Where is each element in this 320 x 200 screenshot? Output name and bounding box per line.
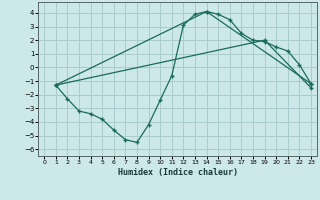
X-axis label: Humidex (Indice chaleur): Humidex (Indice chaleur) — [118, 168, 238, 177]
